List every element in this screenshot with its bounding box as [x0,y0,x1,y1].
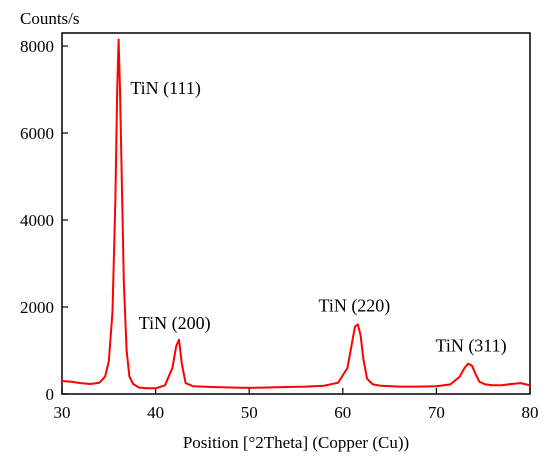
x-axis: 30 40 50 60 70 80 [54,388,539,422]
peak-label: TiN (200) [139,313,211,334]
y-tick-label: 2000 [20,298,54,317]
diffraction-pattern-line [61,38,531,390]
y-tick-label: 8000 [20,37,54,56]
y-axis-label: Counts/s [20,9,80,28]
x-tick-label: 40 [147,403,164,422]
y-axis: 0 2000 4000 6000 8000 [20,37,68,404]
peak-label: TiN (220) [318,295,390,316]
series-layer [61,38,531,390]
x-tick-label: 50 [241,403,258,422]
x-tick-label: 70 [428,403,445,422]
y-tick-label: 4000 [20,211,54,230]
peak-label: TiN (111) [130,78,201,99]
plot-frame [61,32,531,395]
peak-label: TiN (311) [435,335,506,356]
x-tick-label: 80 [522,403,539,422]
x-tick-label: 30 [54,403,71,422]
x-tick-label: 60 [334,403,351,422]
y-tick-label: 0 [46,385,55,404]
x-axis-label: Position [°2Theta] (Copper (Cu)) [183,433,409,452]
y-tick-label: 6000 [20,124,54,143]
annotation-layer: TiN (111) TiN (200) TiN (220) TiN (311) [130,78,506,356]
